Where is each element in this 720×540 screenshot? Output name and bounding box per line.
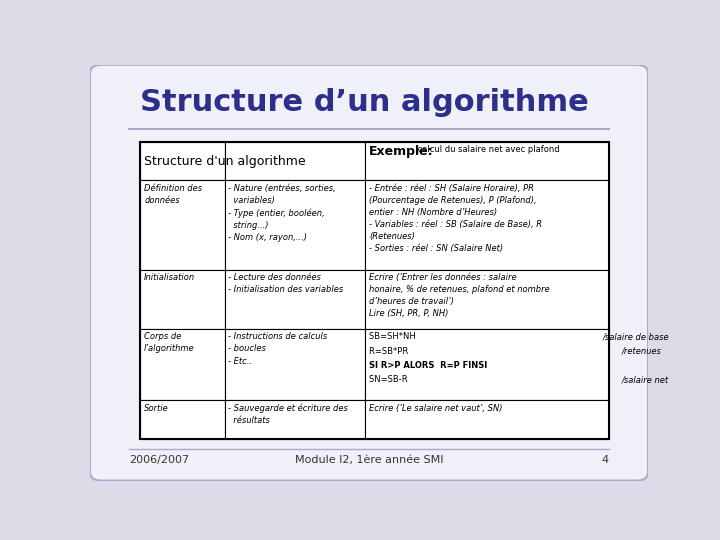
Text: SB=SH*NH: SB=SH*NH	[369, 332, 426, 341]
Text: - Lecture des données
- Initialisation des variables: - Lecture des données - Initialisation d…	[228, 273, 343, 294]
Text: - Instructions de calculs
- boucles
- Etc..: - Instructions de calculs - boucles - Et…	[228, 332, 328, 366]
Text: Structure d'un algorithme: Structure d'un algorithme	[144, 154, 306, 167]
Text: /salaire de base: /salaire de base	[602, 332, 669, 341]
Bar	[365, 141, 609, 180]
Bar	[140, 141, 225, 180]
Text: - Nature (entrées, sorties,
  variables)
- Type (entier, booléen,
  string...)
-: - Nature (entrées, sorties, variables) -…	[228, 184, 336, 242]
Text: 4: 4	[602, 455, 609, 465]
Bar	[225, 400, 365, 439]
Text: Définition des
données: Définition des données	[144, 184, 202, 205]
Text: Sortie: Sortie	[144, 404, 169, 413]
Text: Ecrire (’Le salaire net vaut’, SN): Ecrire (’Le salaire net vaut’, SN)	[369, 404, 503, 413]
Text: R=SB*PR: R=SB*PR	[369, 347, 424, 356]
Text: 2006/2007: 2006/2007	[129, 455, 189, 465]
Bar	[140, 180, 225, 269]
Text: Module I2, 1ère année SMI: Module I2, 1ère année SMI	[294, 455, 444, 465]
Bar	[225, 269, 365, 329]
Bar	[225, 329, 365, 400]
Text: SI R>P ALORS  R=P FINSI: SI R>P ALORS R=P FINSI	[369, 361, 493, 370]
Text: calcul du salaire net avec plafond: calcul du salaire net avec plafond	[415, 145, 559, 154]
Text: Exemple:: Exemple:	[369, 145, 433, 158]
Bar	[225, 141, 365, 180]
Bar	[365, 329, 609, 400]
Text: - Entrée : réel : SH (Salaire Horaire), PR
(Pourcentage de Retenues), P (Plafond: - Entrée : réel : SH (Salaire Horaire), …	[369, 184, 542, 253]
Text: Initialisation: Initialisation	[144, 273, 195, 282]
Text: /salaire net: /salaire net	[621, 375, 669, 384]
Text: SN=SB-R: SN=SB-R	[369, 375, 423, 384]
Bar	[140, 329, 225, 400]
Text: Structure d’un algorithme: Structure d’un algorithme	[140, 88, 589, 117]
Bar	[140, 141, 609, 439]
Bar	[365, 400, 609, 439]
Bar	[140, 269, 225, 329]
Bar	[225, 180, 365, 269]
Text: Ecrire (’Entrer les données : salaire
honaire, % de retenues, plafond et nombre
: Ecrire (’Entrer les données : salaire ho…	[369, 273, 550, 319]
Text: /retenues: /retenues	[621, 347, 662, 356]
Text: - Sauvegarde et écriture des
  résultats: - Sauvegarde et écriture des résultats	[228, 404, 348, 426]
Text: Corps de
l’algorithme: Corps de l’algorithme	[144, 332, 194, 354]
Bar	[365, 180, 609, 269]
Bar	[365, 269, 609, 329]
FancyBboxPatch shape	[90, 65, 648, 481]
Bar	[140, 400, 225, 439]
